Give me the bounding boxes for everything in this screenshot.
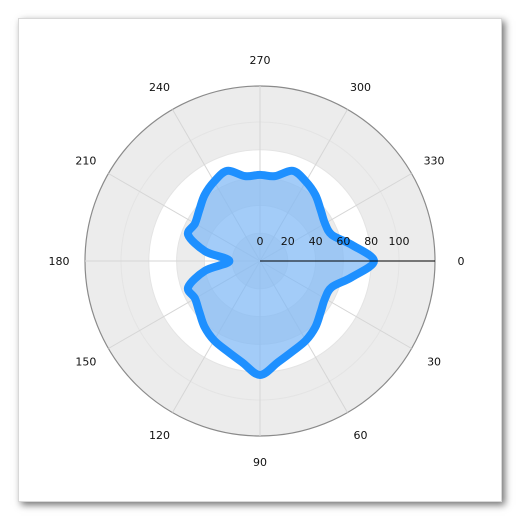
radial-tick-label-20: 20 bbox=[281, 235, 295, 248]
angle-tick-label-210: 210 bbox=[75, 155, 96, 168]
radial-tick-label-0: 0 bbox=[257, 235, 264, 248]
angle-tick-label-120: 120 bbox=[149, 429, 170, 442]
angle-tick-label-330: 330 bbox=[424, 155, 445, 168]
angle-tick-label-270: 270 bbox=[250, 54, 271, 67]
radial-tick-label-100: 100 bbox=[389, 235, 410, 248]
angle-tick-label-60: 60 bbox=[354, 429, 368, 442]
angle-tick-label-300: 300 bbox=[350, 81, 371, 94]
angle-tick-label-90: 90 bbox=[253, 456, 267, 469]
radial-tick-label-40: 40 bbox=[309, 235, 323, 248]
angle-tick-label-240: 240 bbox=[149, 81, 170, 94]
angle-tick-label-30: 30 bbox=[427, 356, 441, 369]
radial-tick-label-80: 80 bbox=[364, 235, 378, 248]
radial-tick-label-60: 60 bbox=[336, 235, 350, 248]
angle-tick-label-0: 0 bbox=[458, 255, 465, 268]
angle-tick-label-180: 180 bbox=[49, 255, 70, 268]
angle-tick-label-150: 150 bbox=[75, 356, 96, 369]
